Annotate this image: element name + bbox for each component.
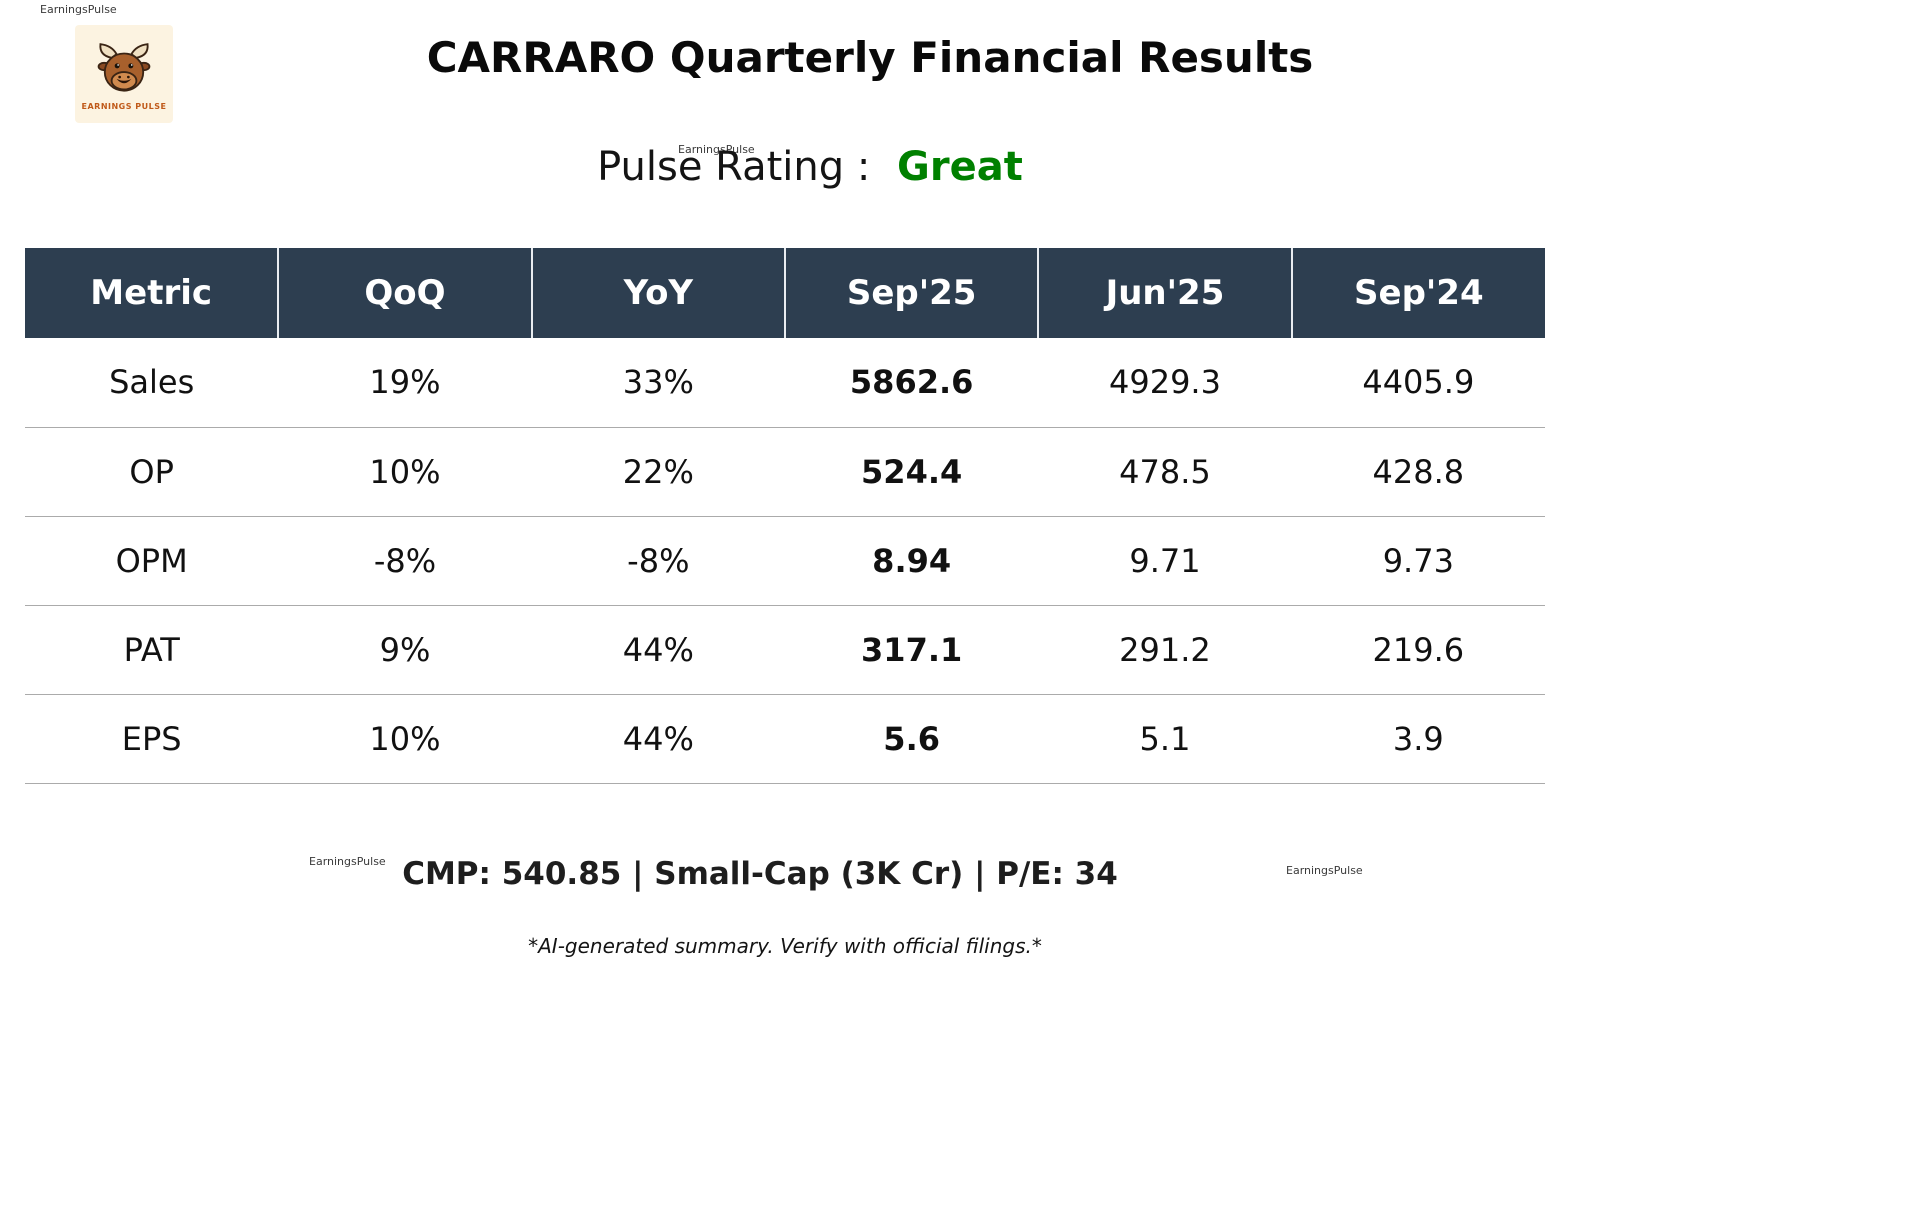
- pulse-rating-label: Pulse Rating :: [597, 144, 871, 190]
- table-body: Sales 19% 33% 5862.6 4929.3 4405.9 OP 10…: [25, 338, 1545, 783]
- jun25-cell: 9.71: [1038, 516, 1292, 605]
- pulse-rating-value: Great: [897, 144, 1023, 190]
- sep25-cell: 317.1: [784, 605, 1039, 694]
- metric-cell: OPM: [25, 516, 279, 605]
- header-cell-metric: Metric: [25, 248, 280, 338]
- yoy-cell: -8%: [531, 516, 785, 605]
- sep24-cell: 428.8: [1291, 427, 1545, 516]
- table-row-sales: Sales 19% 33% 5862.6 4929.3 4405.9: [25, 338, 1545, 427]
- results-table: Metric QoQ YoY Sep'25 Jun'25 Sep'24 Sale…: [25, 248, 1545, 784]
- sep24-cell: 9.73: [1291, 516, 1545, 605]
- table-row-opm: OPM -8% -8% 8.94 9.71 9.73: [25, 516, 1545, 605]
- header-cell-sep25: Sep'25: [784, 248, 1040, 338]
- sep24-cell: 3.9: [1291, 694, 1545, 783]
- metric-cell: OP: [25, 427, 279, 516]
- qoq-cell: 10%: [278, 694, 532, 783]
- metric-cell: Sales: [25, 338, 279, 427]
- content-area: CARRARO Quarterly Financial Results Puls…: [25, 0, 1545, 958]
- table-header: Metric QoQ YoY Sep'25 Jun'25 Sep'24: [25, 248, 1545, 338]
- sep25-cell: 524.4: [784, 427, 1039, 516]
- metric-cell: PAT: [25, 605, 279, 694]
- sep25-cell: 5862.6: [784, 338, 1039, 427]
- watermark: EarningsPulse: [309, 855, 386, 868]
- sep24-cell: 219.6: [1291, 605, 1545, 694]
- table-row-eps: EPS 10% 44% 5.6 5.1 3.9: [25, 694, 1545, 783]
- page-title: CARRARO Quarterly Financial Results: [426, 33, 1314, 82]
- table-row-pat: PAT 9% 44% 317.1 291.2 219.6: [25, 605, 1545, 694]
- footer-summary: CMP: 540.85 | Small-Cap (3K Cr) | P/E: 3…: [402, 855, 1118, 892]
- logo-brand-text: EARNINGS PULSE: [81, 101, 167, 111]
- bull-icon: [97, 42, 151, 92]
- sep25-cell: 5.6: [784, 694, 1039, 783]
- qoq-cell: 9%: [278, 605, 532, 694]
- sep25-cell: 8.94: [784, 516, 1039, 605]
- pulse-rating: Pulse Rating : Great: [50, 144, 1570, 190]
- watermark: EarningsPulse: [40, 3, 117, 16]
- jun25-cell: 5.1: [1038, 694, 1292, 783]
- header-cell-yoy: YoY: [531, 248, 786, 338]
- jun25-cell: 4929.3: [1038, 338, 1292, 427]
- logo: EARNINGS PULSE: [75, 25, 173, 123]
- qoq-cell: 10%: [278, 427, 532, 516]
- jun25-cell: 291.2: [1038, 605, 1292, 694]
- qoq-cell: 19%: [278, 338, 532, 427]
- watermark: EarningsPulse: [1286, 864, 1363, 877]
- sep24-cell: 4405.9: [1291, 338, 1545, 427]
- watermark: EarningsPulse: [678, 143, 755, 156]
- jun25-cell: 478.5: [1038, 427, 1292, 516]
- header-cell-jun25: Jun'25: [1038, 248, 1293, 338]
- metric-cell: EPS: [25, 694, 279, 783]
- qoq-cell: -8%: [278, 516, 532, 605]
- table-row-op: OP 10% 22% 524.4 478.5 428.8: [25, 427, 1545, 516]
- header-row: Metric QoQ YoY Sep'25 Jun'25 Sep'24: [25, 248, 1545, 338]
- yoy-cell: 44%: [531, 694, 785, 783]
- yoy-cell: 44%: [531, 605, 785, 694]
- header-cell-sep24: Sep'24: [1291, 248, 1545, 338]
- yoy-cell: 22%: [531, 427, 785, 516]
- yoy-cell: 33%: [531, 338, 785, 427]
- disclaimer: *AI-generated summary. Verify with offic…: [528, 933, 1042, 958]
- header-cell-qoq: QoQ: [278, 248, 533, 338]
